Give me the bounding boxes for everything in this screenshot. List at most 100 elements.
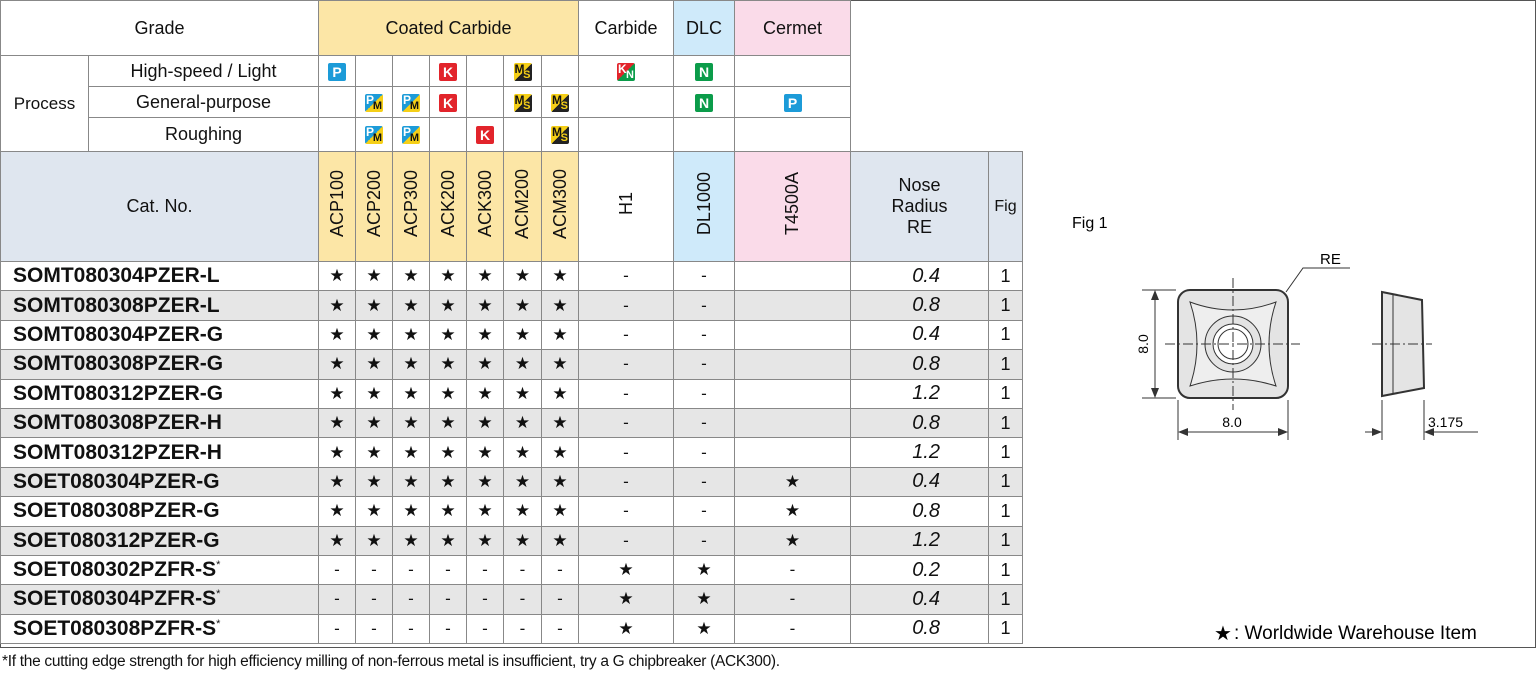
mark-cell: ★ — [541, 437, 579, 468]
mark-cell: ★ — [673, 613, 735, 645]
cat-no: SOET080312PZER-G — [13, 528, 220, 552]
mark-cell: ★ — [392, 319, 430, 351]
mark-cell: - — [578, 260, 674, 292]
legend-text: : Worldwide Warehouse Item — [1234, 623, 1477, 644]
badge-letter: S — [523, 99, 531, 112]
nose-radius: 0.8 — [850, 290, 989, 321]
fig-cell: 1 — [988, 613, 1023, 645]
badge-letter: P — [366, 125, 375, 140]
grade-name: ACK200 — [429, 151, 467, 262]
badge-letter: M — [552, 92, 562, 107]
mark-cell: ★ — [355, 290, 393, 321]
badge-cell — [578, 117, 674, 152]
nose-header-line: Radius — [891, 196, 948, 216]
cat-no: SOET080308PZFR-S — [13, 616, 217, 640]
badge-letter: P — [366, 92, 375, 107]
mark-cell: ★ — [466, 466, 504, 498]
mark-cell: ★ — [578, 584, 674, 615]
badge: N — [695, 93, 713, 112]
fig-cell: 1 — [988, 378, 1023, 409]
mark-cell — [734, 349, 851, 380]
table-row: SOMT080304PZER-L ★ ★ ★ ★ ★ ★ ★ - -0.4 1 — [0, 260, 1023, 292]
mark-cell: - — [578, 437, 674, 468]
badge-letter: M — [552, 125, 562, 140]
badge-letter: K — [618, 61, 627, 76]
mark-cell: - — [466, 554, 504, 586]
cat-no: SOET080308PZER-G — [13, 499, 220, 523]
blank — [850, 0, 1023, 152]
width-label: 8.0 — [1222, 414, 1242, 430]
mark-cell: ★ — [503, 349, 542, 380]
mark-cell: ★ — [503, 407, 542, 439]
mark-cell: ★ — [429, 525, 467, 556]
mark-cell: ★ — [503, 290, 542, 321]
mark-cell: - — [541, 613, 579, 645]
mark-cell: - — [734, 613, 851, 645]
mark-cell: ★ — [503, 496, 542, 527]
table-frame: Grade Coated Carbide Carbide DLC Cermet Proce… — [0, 0, 1536, 648]
cat-cell: SOMT080308PZER-G — [0, 349, 319, 380]
legend-symbol: ★ — [1214, 623, 1232, 645]
badge-letter: K — [442, 63, 454, 80]
mark-cell: ★ — [466, 437, 504, 468]
badge-letter: S — [560, 132, 568, 145]
badge-letter: M — [372, 132, 382, 145]
mark-cell: - — [673, 260, 735, 292]
mark-cell: ★ — [429, 319, 467, 351]
cat-note: * — [216, 588, 221, 601]
badge-cell: P — [318, 55, 356, 87]
table-row: Cat. No. ACP100 ACP200 ACP300 ACK200 ACK300 AC… — [0, 151, 1023, 262]
cat-cell: SOMT080308PZER-L — [0, 290, 319, 321]
grade-name: ACP200 — [355, 151, 393, 262]
mark-cell: ★ — [503, 378, 542, 409]
mark-cell: ★ — [578, 613, 674, 645]
table-row: Grade Coated Carbide Carbide DLC Cermet — [0, 0, 1023, 152]
nose-radius: 1.2 — [850, 437, 989, 468]
badge-cell — [392, 55, 430, 87]
badge-letter: S — [523, 68, 531, 81]
mark-cell: ★ — [355, 466, 393, 498]
mark-cell: ★ — [318, 319, 356, 351]
mark-cell: - — [355, 613, 393, 645]
fig-label: Fig 1 — [1072, 215, 1108, 232]
cat-no: SOMT080304PZER-L — [13, 264, 220, 288]
badge-letter: M — [514, 92, 525, 107]
nose-radius: 1.2 — [850, 378, 989, 409]
badge-cell — [734, 117, 851, 152]
grade-name: ACM200 — [503, 151, 542, 262]
badge-letter: P — [332, 63, 342, 80]
mark-cell: - — [578, 466, 674, 498]
mark-cell: ★ — [503, 466, 542, 498]
mark-cell: ★ — [466, 349, 504, 380]
badge: N — [695, 62, 713, 81]
badge-letter: P — [403, 125, 412, 140]
badge-cell — [355, 55, 393, 87]
nose-radius: 0.8 — [850, 349, 989, 380]
mark-cell: - — [355, 584, 393, 615]
fig-cell: 1 — [988, 349, 1023, 380]
mark-cell: - — [673, 466, 735, 498]
grade-name: ACK300 — [466, 151, 504, 262]
cat-cell: SOMT080312PZER-G — [0, 378, 319, 409]
mark-cell: - — [503, 613, 542, 645]
mark-cell: ★ — [355, 407, 393, 439]
mark-cell: ★ — [355, 496, 393, 527]
cat-cell: SOMT080304PZER-L — [0, 260, 319, 292]
mark-cell: - — [673, 437, 735, 468]
table-row: SOMT080312PZER-G ★ ★ ★ ★ ★ ★ ★ - -1.2 1 — [0, 378, 1023, 409]
badge: P — [328, 62, 346, 81]
mark-cell: ★ — [734, 525, 851, 556]
process-label: Roughing — [88, 117, 319, 152]
group-header: DLC — [673, 0, 735, 56]
mark-cell: ★ — [392, 378, 430, 409]
mark-cell: - — [466, 584, 504, 615]
grade-name: T4500A — [734, 151, 851, 262]
badge-letter: M — [409, 99, 419, 112]
process-label: High-speed / Light — [88, 55, 319, 87]
cat-cell: SOMT080308PZER-H — [0, 407, 319, 439]
mark-cell: ★ — [318, 378, 356, 409]
